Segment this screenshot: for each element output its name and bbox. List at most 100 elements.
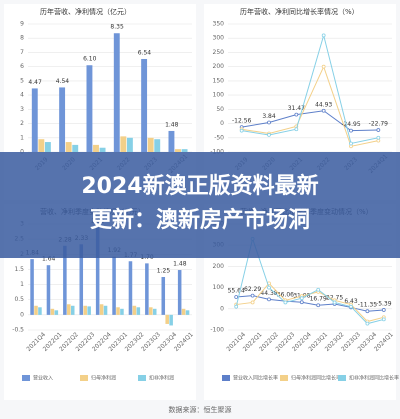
y-tick-label: -50 (214, 134, 224, 141)
point (381, 308, 386, 312)
banner-line: 2024新澳正版资料最新 (81, 174, 319, 199)
point (381, 317, 386, 322)
bar (185, 310, 190, 315)
bar (70, 305, 75, 315)
data-label: 8.35 (110, 24, 124, 31)
legend-label: 营业收入 (33, 375, 53, 382)
point (239, 128, 244, 133)
bar (99, 147, 106, 152)
y-tick-label: 7 (20, 49, 24, 56)
bar (136, 307, 141, 315)
y-tick-label: 6 (20, 63, 24, 70)
y-tick-label: 200 (213, 63, 225, 70)
data-label: 36.06 (277, 292, 294, 299)
bar (147, 137, 154, 152)
data-label: 55.64 (228, 288, 245, 295)
point (332, 300, 337, 305)
point (299, 296, 304, 301)
point (267, 133, 271, 137)
legend-label: 扣非净利润 (149, 375, 174, 382)
bar (116, 307, 120, 315)
bar (149, 307, 153, 315)
data-label: 6.10 (83, 56, 97, 63)
bar (86, 65, 93, 152)
source: 数据来源：恒生聚源 (169, 405, 232, 414)
data-label: 44.93 (315, 101, 332, 108)
y-tick-label: 0 (220, 305, 224, 312)
y-tick-label: 300 (213, 35, 225, 42)
y-tick-label: -0.5 (12, 327, 24, 334)
data-label: 62.29 (244, 286, 261, 293)
point (250, 293, 255, 298)
y-tick-label: 9 (20, 21, 24, 28)
bar (165, 314, 169, 324)
point (294, 127, 299, 132)
point (294, 112, 299, 117)
bar (154, 139, 161, 152)
bar (152, 308, 157, 315)
point (267, 285, 271, 290)
bar (103, 305, 108, 315)
point (349, 141, 353, 146)
point (376, 135, 381, 140)
legend-label: 归母净利润同比增长率 (291, 375, 341, 382)
data-label: 22.75 (326, 294, 343, 301)
bar (83, 305, 87, 315)
bar (46, 265, 51, 315)
y-tick-label: 5 (20, 77, 24, 84)
bar (169, 314, 173, 326)
data-label: 4.47 (28, 79, 42, 86)
bar (93, 144, 99, 152)
y-tick-label: -100 (210, 327, 224, 334)
bar (50, 308, 55, 315)
bar (63, 245, 67, 315)
legend-swatch (138, 375, 146, 381)
y-tick-label: 250 (213, 49, 225, 56)
point (349, 128, 353, 133)
y-tick-label: 150 (213, 77, 225, 84)
bar (128, 261, 133, 315)
bar (65, 142, 72, 152)
y-tick-label: 0 (220, 120, 224, 127)
bar (120, 136, 127, 152)
legend-swatch (222, 375, 230, 381)
bar (120, 308, 124, 315)
point (321, 108, 326, 113)
y-tick-label: 0.5 (14, 296, 24, 303)
point (234, 304, 239, 309)
line (241, 65, 379, 147)
bar (30, 259, 34, 315)
bar (113, 33, 120, 152)
y-tick-label: 50 (216, 106, 224, 113)
y-tick-label: 350 (213, 21, 225, 28)
data-label: 16.79 (310, 296, 327, 303)
bar (145, 263, 149, 315)
y-tick-label: 2 (20, 120, 24, 127)
bar (87, 306, 91, 315)
bar (168, 130, 175, 152)
legend-label: 归母净利润 (91, 375, 116, 382)
bar (79, 244, 84, 315)
y-tick-label: 100 (213, 284, 225, 291)
bar (72, 144, 79, 152)
y-tick-label: 4 (20, 92, 24, 99)
legend-label: 营业收入同比增长率 (233, 375, 278, 382)
point (299, 300, 304, 305)
data-label: 44.38 (260, 290, 277, 297)
bar (54, 310, 59, 315)
bar (126, 137, 133, 152)
data-label: 31.47 (288, 105, 305, 112)
line (241, 110, 379, 132)
line (241, 33, 379, 145)
point (234, 295, 239, 299)
data-label: 1.48 (173, 261, 187, 268)
point (283, 300, 288, 305)
point (250, 300, 255, 305)
y-tick-label: 8 (20, 35, 24, 42)
data-label: -24.95 (341, 121, 361, 128)
bar (59, 87, 66, 152)
bar (38, 307, 42, 315)
data-label: 3.84 (262, 113, 276, 120)
point (267, 120, 271, 125)
point (376, 128, 381, 132)
